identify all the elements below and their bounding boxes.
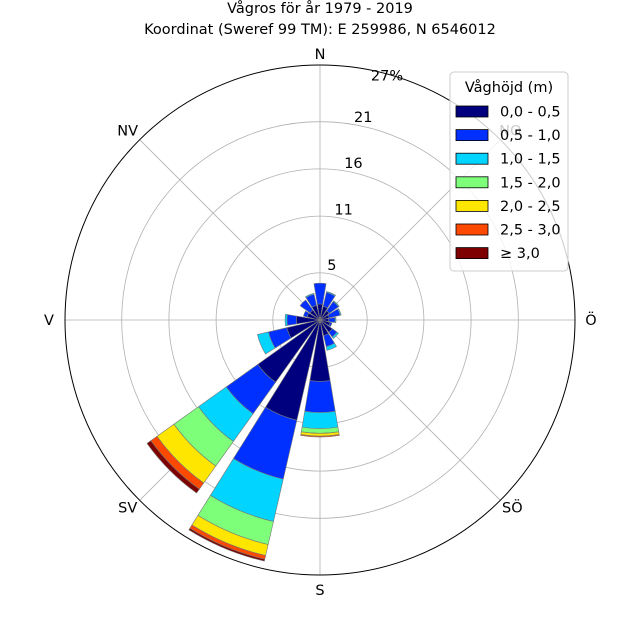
legend-swatch-5 [455,223,489,236]
legend-swatch-1 [455,129,489,142]
legend-swatch-6 [455,247,489,260]
legend-label-5: 2,5 - 3,0 [500,223,561,239]
bar-sector-7-bin-2 [325,342,337,351]
radial-tick-label-3: 21 [354,110,372,126]
direction-label-NV: NV [117,124,138,140]
grid-spoke-7 [139,139,321,321]
legend: Våghöjd (m) 0,0 - 0,5 0,5 - 1,0 1,0 - 1,5 1… [449,71,569,272]
radial-max-label: 27% [371,69,403,85]
bar-sector-4-bin-1 [328,317,336,323]
legend-swatch-4 [455,199,489,212]
bar-sector-5-bin-1 [328,321,333,327]
radial-tick-label-1: 11 [334,202,352,218]
legend-swatch-0 [455,105,489,118]
bar-sector-6-bin-2 [331,331,339,339]
direction-label-SV: SV [118,500,137,516]
bar-sector-2-bin-2 [332,300,340,308]
bar-sector-9-bin-6 [188,527,266,562]
legend-label-0: 0,0 - 0,5 [500,105,561,121]
rose-bars [146,282,342,562]
radial-tick-label-2: 16 [344,156,362,172]
outer-frame-circle [64,64,576,576]
legend-title: Våghöjd (m) [465,79,553,96]
direction-label-N: N [315,47,326,63]
bar-sector-12-bin-1 [286,314,298,326]
radial-tick-label-0: 5 [327,258,336,274]
legend-label-1: 0,5 - 1,0 [500,128,561,144]
bar-sector-11-bin-2 [257,331,276,355]
bar-sector-4-bin-2 [334,317,337,323]
direction-label-Ö: Ö [585,311,596,329]
legend-frame [449,71,569,272]
legend-label-2: 1,0 - 1,5 [500,152,561,168]
direction-label-SÖ: SÖ [502,498,523,516]
direction-label-V: V [44,313,54,329]
bar-sector-12-bin-2 [284,313,288,327]
bar-sector-15-bin-2 [305,292,315,298]
legend-label-3: 1,5 - 2,0 [500,175,561,191]
bar-sector-0-bin-1 [313,282,327,305]
legend-label-6: ≥ 3,0 [500,246,540,262]
bar-sector-13-bin-1 [303,310,310,318]
chart-subtitle: Koordinat (Sweref 99 TM): E 259986, N 65… [144,22,496,38]
legend-swatch-3 [455,176,489,189]
bar-sector-8-bin-1 [304,380,336,413]
radial-labels: 5 11 16 21 27% [327,69,403,274]
bar-sector-14-bin-1 [299,299,314,314]
bar-sector-10-bin-6 [146,440,200,494]
legend-label-4: 2,0 - 2,5 [500,199,561,215]
bar-sector-1-bin-2 [326,291,336,297]
legend-swatch-2 [455,152,489,165]
legend-items: 0,0 - 0,5 0,5 - 1,0 1,0 - 1,5 1,5 - 2,0 2,0 … [455,105,561,262]
bar-sector-8-bin-2 [301,410,339,429]
chart-title: Vågros för år 1979 - 2019 [227,0,413,17]
direction-label-S: S [315,583,324,599]
bar-sector-3-bin-2 [337,308,342,316]
bar-sector-8-bin-5 [300,434,340,438]
grid-spoke-3 [319,319,501,501]
